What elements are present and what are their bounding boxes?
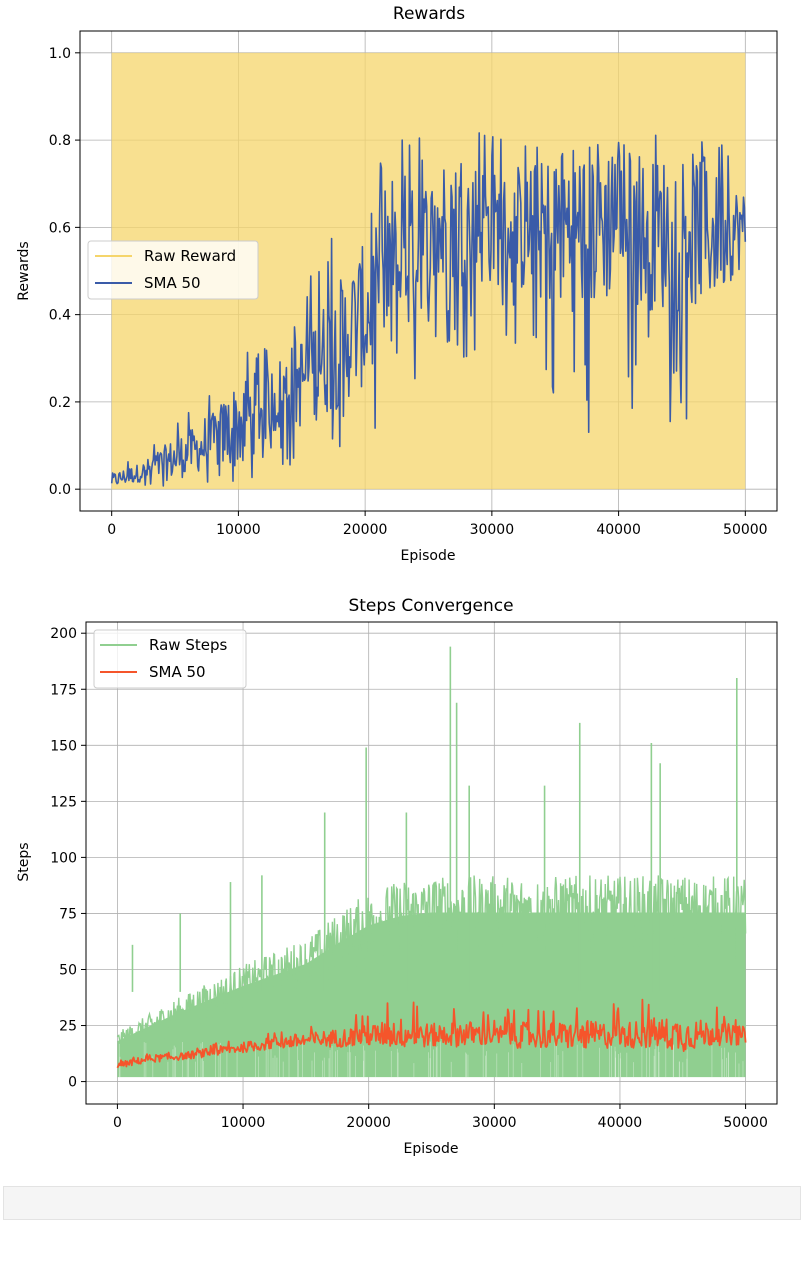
steps-chart-y-label: Steps: [16, 842, 32, 881]
r-y-tick-label: 0.0: [49, 482, 71, 498]
s-y-tick-label: 75: [59, 906, 77, 922]
steps-chart-x-ticks: 0 10000 20000 30000 40000 50000: [113, 1104, 768, 1131]
sma-50-steps-line: [116, 998, 747, 1069]
output-area-bar: [3, 1186, 801, 1220]
steps-legend-sma-label: SMA 50: [149, 663, 206, 681]
s-y-tick-label: 175: [50, 682, 77, 698]
rewards-legend-sma-label: SMA 50: [144, 274, 201, 292]
rewards-chart-title: Rewards: [393, 4, 465, 24]
r-x-tick-label: 40000: [596, 522, 641, 538]
s-x-tick-label: 40000: [598, 1115, 643, 1131]
s-x-tick-label: 0: [113, 1115, 122, 1131]
rewards-chart-x-label: Episode: [401, 548, 456, 564]
s-y-tick-label: 200: [50, 626, 77, 642]
s-x-tick-label: 20000: [346, 1115, 391, 1131]
r-x-tick-label: 50000: [723, 522, 768, 538]
r-x-tick-label: 0: [107, 522, 116, 538]
s-y-tick-label: 0: [68, 1075, 77, 1091]
rewards-chart-frame: [79, 30, 778, 512]
steps-chart-x-label: Episode: [404, 1141, 459, 1157]
steps-chart-y-ticks: 0 25 50 75 100 125 150 175 200: [50, 626, 86, 1091]
r-x-tick-label: 10000: [216, 522, 261, 538]
rewards-chart-legend: Raw Reward SMA 50: [87, 240, 259, 300]
s-y-tick-label: 100: [50, 850, 77, 866]
steps-chart-frame: [85, 621, 778, 1105]
steps-legend-raw-label: Raw Steps: [149, 636, 227, 654]
steps-chart: Steps Convergence 0 10000 20000 30000 40000 5…: [16, 596, 778, 1157]
r-y-tick-label: 0.2: [49, 395, 71, 411]
s-x-tick-label: 10000: [221, 1115, 266, 1131]
rewards-legend-raw-label: Raw Reward: [144, 247, 236, 265]
r-y-tick-label: 1.0: [49, 46, 71, 62]
rewards-chart-sma-series: [110, 132, 747, 487]
r-x-tick-label: 20000: [343, 522, 388, 538]
rewards-chart: Rewards 0 10000 20000 30000 40000 50000 0.00.…: [16, 4, 778, 564]
rewards-chart-x-ticks: 0 10000 20000 30000 40000 50000: [107, 511, 768, 538]
rewards-chart-y-ticks: 0.0 0.2 0.4 0.6 0.8 1.0: [49, 46, 80, 498]
r-x-tick-label: 30000: [470, 522, 515, 538]
steps-chart-sma-series: [116, 998, 747, 1069]
s-x-tick-label: 50000: [723, 1115, 768, 1131]
r-y-tick-label: 0.4: [49, 308, 71, 324]
s-y-tick-label: 150: [50, 738, 77, 754]
s-y-tick-label: 125: [50, 794, 77, 810]
r-y-tick-label: 0.8: [49, 133, 71, 149]
steps-chart-title: Steps Convergence: [348, 596, 513, 616]
s-x-tick-label: 30000: [472, 1115, 517, 1131]
s-y-tick-label: 50: [59, 962, 77, 978]
sma-50-reward-line: [110, 132, 747, 487]
steps-chart-legend: Raw Steps SMA 50: [93, 629, 247, 689]
r-y-tick-label: 0.6: [49, 220, 71, 236]
figure: Rewards 0 10000 20000 30000 40000 50000 0.00.…: [16, 4, 778, 1157]
raw-steps-line: [116, 875, 747, 1050]
s-y-tick-label: 25: [59, 1019, 77, 1035]
rewards-chart-y-label: Rewards: [16, 241, 32, 300]
